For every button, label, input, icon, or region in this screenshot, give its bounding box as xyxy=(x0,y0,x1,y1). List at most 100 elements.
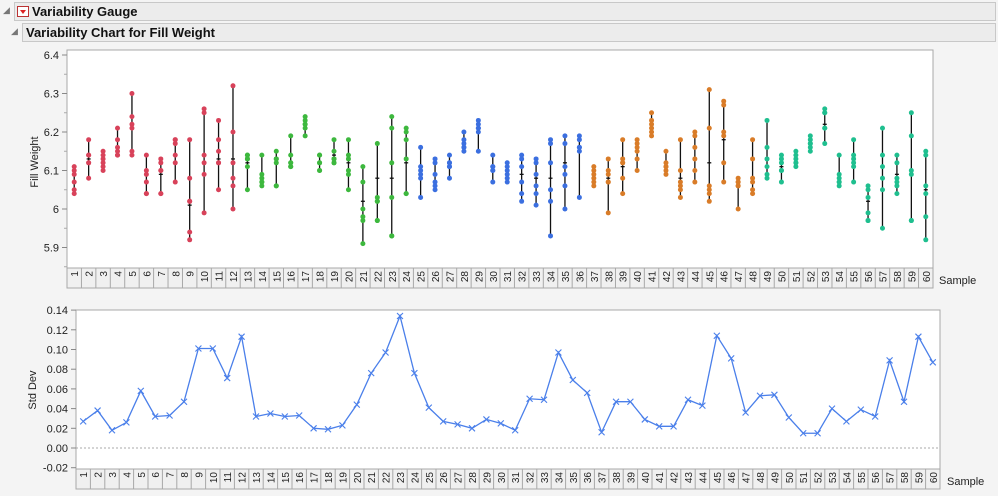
data-point[interactable] xyxy=(100,160,106,166)
data-point[interactable] xyxy=(851,137,857,143)
data-point[interactable] xyxy=(201,106,207,112)
data-point[interactable] xyxy=(923,148,929,154)
x-marker-icon[interactable] xyxy=(915,333,922,341)
data-point[interactable] xyxy=(822,125,828,131)
data-point[interactable] xyxy=(576,133,582,139)
data-point[interactable] xyxy=(86,175,92,181)
x-marker-icon[interactable] xyxy=(180,398,188,406)
data-point[interactable] xyxy=(677,168,683,173)
x-marker-icon[interactable] xyxy=(79,418,87,425)
data-point[interactable] xyxy=(721,129,727,135)
data-point[interactable] xyxy=(923,214,929,220)
data-point[interactable] xyxy=(778,152,784,158)
data-point[interactable] xyxy=(721,102,727,108)
data-point[interactable] xyxy=(533,171,539,177)
data-point[interactable] xyxy=(735,183,741,189)
data-point[interactable] xyxy=(360,206,366,212)
data-point[interactable] xyxy=(735,175,741,181)
x-marker-icon[interactable] xyxy=(324,425,332,433)
data-point[interactable] xyxy=(591,175,597,181)
data-point[interactable] xyxy=(649,117,655,123)
data-point[interactable] xyxy=(418,171,424,177)
data-point[interactable] xyxy=(187,237,193,243)
x-marker-icon[interactable] xyxy=(699,402,706,410)
x-marker-icon[interactable] xyxy=(166,412,173,419)
data-point[interactable] xyxy=(663,160,669,166)
data-point[interactable] xyxy=(475,148,481,154)
x-marker-icon[interactable] xyxy=(209,345,217,352)
data-point[interactable] xyxy=(836,175,842,181)
data-point[interactable] xyxy=(894,179,900,185)
data-point[interactable] xyxy=(446,160,452,166)
x-marker-icon[interactable] xyxy=(569,376,577,384)
data-point[interactable] xyxy=(793,152,799,158)
data-point[interactable] xyxy=(490,168,496,173)
data-point[interactable] xyxy=(389,233,395,239)
data-point[interactable] xyxy=(360,164,366,170)
data-point[interactable] xyxy=(360,241,366,247)
data-point[interactable] xyxy=(649,125,655,131)
data-point[interactable] xyxy=(71,171,77,177)
data-point[interactable] xyxy=(115,137,121,143)
data-point[interactable] xyxy=(115,125,121,131)
x-marker-icon[interactable] xyxy=(583,389,591,397)
data-point[interactable] xyxy=(71,191,77,197)
data-point[interactable] xyxy=(923,237,929,243)
data-point[interactable] xyxy=(649,121,655,127)
data-point[interactable] xyxy=(115,144,121,150)
data-point[interactable] xyxy=(764,144,770,150)
data-point[interactable] xyxy=(143,171,149,177)
variability-chart-header[interactable]: Variability Chart for Fill Weight xyxy=(22,23,996,42)
data-point[interactable] xyxy=(172,141,178,147)
data-point[interactable] xyxy=(201,160,207,166)
data-point[interactable] xyxy=(548,141,554,147)
x-marker-icon[interactable] xyxy=(555,349,562,356)
x-marker-icon[interactable] xyxy=(281,413,289,420)
data-point[interactable] xyxy=(851,179,857,185)
data-point[interactable] xyxy=(230,183,236,189)
data-point[interactable] xyxy=(273,156,279,162)
data-point[interactable] xyxy=(706,198,712,204)
data-point[interactable] xyxy=(735,206,741,212)
x-marker-icon[interactable] xyxy=(252,413,260,420)
data-point[interactable] xyxy=(158,191,164,197)
data-point[interactable] xyxy=(86,137,92,143)
data-point[interactable] xyxy=(591,179,597,185)
data-point[interactable] xyxy=(807,144,813,150)
data-point[interactable] xyxy=(605,171,611,177)
data-point[interactable] xyxy=(244,187,250,193)
data-point[interactable] xyxy=(706,191,712,197)
data-point[interactable] xyxy=(129,152,135,158)
data-point[interactable] xyxy=(879,225,885,231)
data-point[interactable] xyxy=(865,218,871,224)
data-point[interactable] xyxy=(446,164,452,170)
data-point[interactable] xyxy=(793,148,799,154)
data-point[interactable] xyxy=(706,87,712,93)
data-point[interactable] xyxy=(649,133,655,139)
data-point[interactable] xyxy=(490,152,496,158)
data-point[interactable] xyxy=(403,129,409,135)
data-point[interactable] xyxy=(692,144,698,150)
data-point[interactable] xyxy=(879,164,885,170)
data-point[interactable] xyxy=(461,137,467,143)
data-point[interactable] xyxy=(750,156,756,162)
data-point[interactable] xyxy=(187,198,193,204)
data-point[interactable] xyxy=(620,191,626,197)
disclosure-triangle-icon[interactable]: ◢ xyxy=(11,27,18,37)
data-point[interactable] xyxy=(273,148,279,154)
data-point[interactable] xyxy=(605,168,611,173)
data-point[interactable] xyxy=(418,194,424,200)
data-point[interactable] xyxy=(634,168,640,173)
data-point[interactable] xyxy=(389,160,395,166)
data-point[interactable] xyxy=(807,141,813,147)
data-point[interactable] xyxy=(100,152,106,158)
data-point[interactable] xyxy=(504,168,510,173)
data-point[interactable] xyxy=(764,171,770,177)
data-point[interactable] xyxy=(721,160,727,166)
x-marker-icon[interactable] xyxy=(223,374,231,382)
data-point[interactable] xyxy=(620,156,626,162)
data-point[interactable] xyxy=(677,194,683,200)
data-point[interactable] xyxy=(634,141,640,147)
data-point[interactable] xyxy=(879,152,885,158)
data-point[interactable] xyxy=(129,114,135,120)
